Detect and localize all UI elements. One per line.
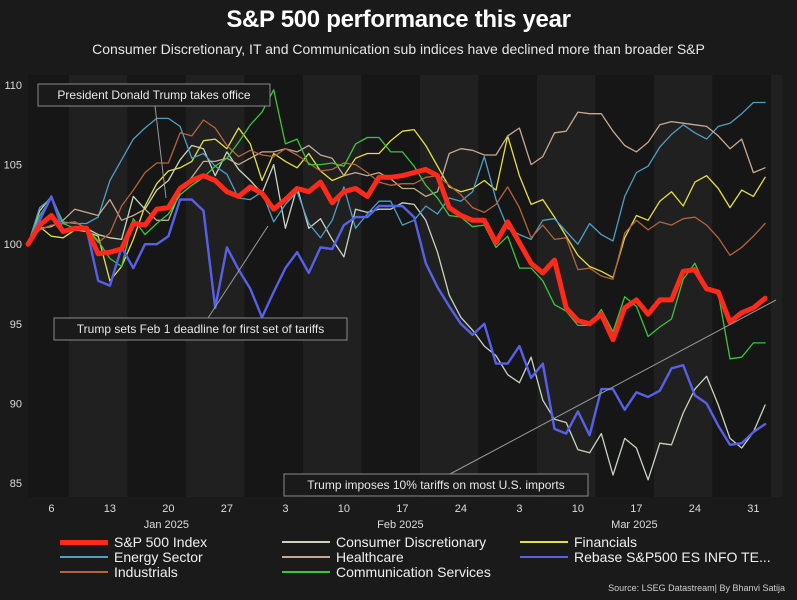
chart-subtitle: Consumer Discretionary, IT and Communica… (92, 41, 705, 57)
week-band (28, 75, 69, 497)
x-tick-label: 10 (572, 503, 584, 515)
week-band (770, 75, 782, 497)
x-month-label: Feb 2025 (377, 519, 423, 531)
annotation-leader (207, 225, 269, 319)
x-tick-label: 3 (282, 503, 288, 515)
legend-label: Financials (574, 534, 638, 550)
legend-item-industrials[interactable]: Industrials (60, 564, 178, 580)
legend-swatch (282, 571, 330, 574)
x-month-label: Jan 2025 (144, 519, 189, 531)
x-tick-label: 10 (338, 503, 350, 515)
y-tick-label: 110 (4, 80, 22, 92)
series-line-communication-services (27, 89, 766, 360)
legend-label: Rebase S&P500 ES INFO TE... (574, 549, 771, 565)
y-tick-label: 105 (4, 160, 22, 172)
annotation-box (53, 317, 348, 341)
x-tick-label: 27 (221, 503, 233, 515)
background-bands (28, 75, 782, 497)
legend-swatch (60, 556, 108, 559)
x-tick-label: 17 (396, 503, 408, 515)
legend-label: Healthcare (336, 549, 404, 565)
series-line-s-p-500-index (25, 166, 768, 343)
x-tick-label: 31 (747, 503, 759, 515)
series-lines (25, 89, 768, 481)
annotation-box (283, 473, 589, 497)
y-axis: 85 90 95 100 105 110 (4, 80, 22, 490)
x-month-label: Mar 2025 (611, 519, 657, 531)
series-line-energy-sector (27, 101, 766, 245)
annotation: Trump sets Feb 1 deadline for first set … (53, 225, 348, 341)
week-band (127, 75, 186, 497)
y-tick-label: 100 (4, 239, 22, 251)
legend-swatch (282, 541, 330, 544)
legend-item-healthcare[interactable]: Healthcare (282, 549, 404, 565)
x-tick-label: 13 (104, 503, 116, 515)
legend-label: Consumer Discretionary (336, 534, 487, 550)
annotation: President Donald Trump takes office (37, 83, 271, 199)
annotation-box (37, 83, 271, 107)
x-tick-label: 17 (630, 503, 642, 515)
week-band (478, 75, 537, 497)
week-band (244, 75, 303, 497)
week-band (185, 75, 245, 497)
x-axis: 6 13 20 27 3 10 17 24 3 10 17 24 31 Jan 2025 Feb 2025 M… (48, 503, 759, 531)
annotation-leader (449, 299, 777, 475)
legend-item-sp500[interactable]: S&P 500 Index (60, 534, 207, 550)
annotation: Trump imposes 10% tariffs on most U.S. i… (283, 299, 777, 497)
x-tick-label: 3 (516, 503, 522, 515)
annotation-text: Trump imposes 10% tariffs on most U.S. i… (307, 478, 564, 492)
legend-item-financials[interactable]: Financials (520, 534, 637, 550)
legend-label: Energy Sector (114, 549, 203, 565)
x-tick-label: 24 (455, 503, 467, 515)
legend-item-communication[interactable]: Communication Services (282, 564, 491, 580)
x-tick-label: 6 (48, 503, 54, 515)
week-band (302, 75, 362, 497)
series-line-financials (27, 127, 766, 282)
y-tick-label: 95 (10, 319, 22, 331)
y-tick-label: 85 (10, 478, 22, 490)
legend-label: S&P 500 Index (114, 534, 208, 550)
annotation-text: Trump sets Feb 1 deadline for first set … (77, 322, 324, 336)
chart-title: S&P 500 performance this year (226, 6, 571, 33)
week-band (68, 75, 128, 497)
legend-item-consumer-discretionary[interactable]: Consumer Discretionary (282, 534, 486, 550)
series-line-industrials (27, 119, 766, 280)
annotation-leader (154, 105, 167, 199)
legend-swatch (520, 541, 568, 544)
legend-swatch (520, 556, 568, 559)
legend-label: Communication Services (336, 564, 491, 580)
legend-item-energy[interactable]: Energy Sector (60, 549, 203, 565)
x-tick-label: 24 (689, 503, 701, 515)
week-band (361, 75, 420, 497)
series-line-rebase-s-p500-es-info-te (26, 195, 767, 446)
annotation-text: President Donald Trump takes office (57, 88, 251, 102)
x-tick-label: 20 (162, 503, 174, 515)
legend-swatch (60, 539, 108, 545)
y-tick-label: 90 (10, 398, 22, 410)
legend-label: Industrials (114, 564, 178, 580)
week-band (595, 75, 654, 497)
annotations: President Donald Trump takes office Trump… (37, 83, 777, 497)
week-band (419, 75, 479, 497)
legend-swatch (60, 571, 108, 574)
source-credit: Source: LSEG Datastream| By Bhanvi Satij… (608, 583, 785, 593)
legend-item-info-tech[interactable]: Rebase S&P500 ES INFO TE... (520, 549, 771, 565)
legend-swatch (282, 556, 330, 559)
